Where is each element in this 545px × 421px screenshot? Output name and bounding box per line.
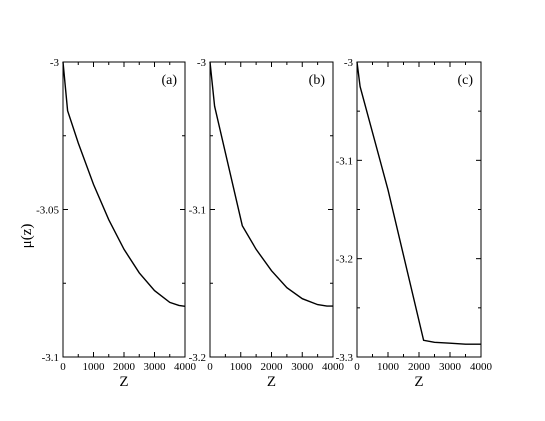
x-axis-title: Z bbox=[119, 374, 128, 390]
x-axis-title: Z bbox=[267, 374, 276, 390]
y-tick-label: -3.1 bbox=[336, 155, 353, 167]
x-tick-label: 2000 bbox=[408, 361, 431, 373]
x-tick-label: 2000 bbox=[113, 361, 136, 373]
panel-label: (c) bbox=[457, 73, 473, 88]
panel-2: 0 1000 2000 3000 4000 -3 -3.1 -3.2 Z (b) bbox=[189, 57, 345, 390]
panel-label: (a) bbox=[161, 73, 177, 88]
y-tick-label: -3.1 bbox=[42, 352, 59, 364]
x-tick-label: 0 bbox=[207, 361, 213, 373]
y-tick-label: -3 bbox=[50, 57, 60, 69]
plot-frame bbox=[209, 61, 334, 358]
plot-frame bbox=[356, 61, 482, 358]
panel-3: 0 1000 2000 3000 4000 -3 -3.1 -3.2 -3.3 Z (c) bbox=[336, 57, 493, 390]
x-tick-label: 3000 bbox=[144, 361, 167, 373]
series-line bbox=[356, 61, 481, 345]
x-tick-label: 4000 bbox=[470, 361, 493, 373]
x-tick-label: 1000 bbox=[83, 361, 106, 373]
y-tick-label: -3 bbox=[197, 57, 207, 69]
x-axis-title: Z bbox=[414, 374, 423, 390]
x-tick-label: 4000 bbox=[174, 361, 197, 373]
y-tick-label: -3.2 bbox=[336, 254, 353, 266]
y-axis-title: μ(z) bbox=[19, 224, 35, 249]
x-tick-label: 3000 bbox=[291, 361, 314, 373]
y-tick-label: -3.3 bbox=[336, 352, 354, 364]
series-line bbox=[209, 61, 333, 307]
x-tick-label: 0 bbox=[354, 361, 360, 373]
y-tick-label: -3 bbox=[344, 57, 354, 69]
x-tick-label: 0 bbox=[60, 361, 66, 373]
y-tick-label: -3.2 bbox=[189, 352, 206, 364]
x-tick-label: 1000 bbox=[230, 361, 253, 373]
panel-1: 0 1000 2000 3000 4000 -3 -3.05 -3.1 Z (a) bbox=[36, 57, 196, 390]
x-tick-label: 1000 bbox=[377, 361, 400, 373]
series-line bbox=[62, 61, 186, 307]
panel-label: (b) bbox=[309, 73, 326, 88]
x-tick-label: 4000 bbox=[322, 361, 345, 373]
plot-frame bbox=[62, 61, 186, 358]
x-tick-label: 3000 bbox=[439, 361, 462, 373]
x-tick-label: 2000 bbox=[261, 361, 284, 373]
y-tick-label: -3.1 bbox=[189, 205, 206, 217]
y-tick-label: -3.05 bbox=[36, 205, 59, 217]
